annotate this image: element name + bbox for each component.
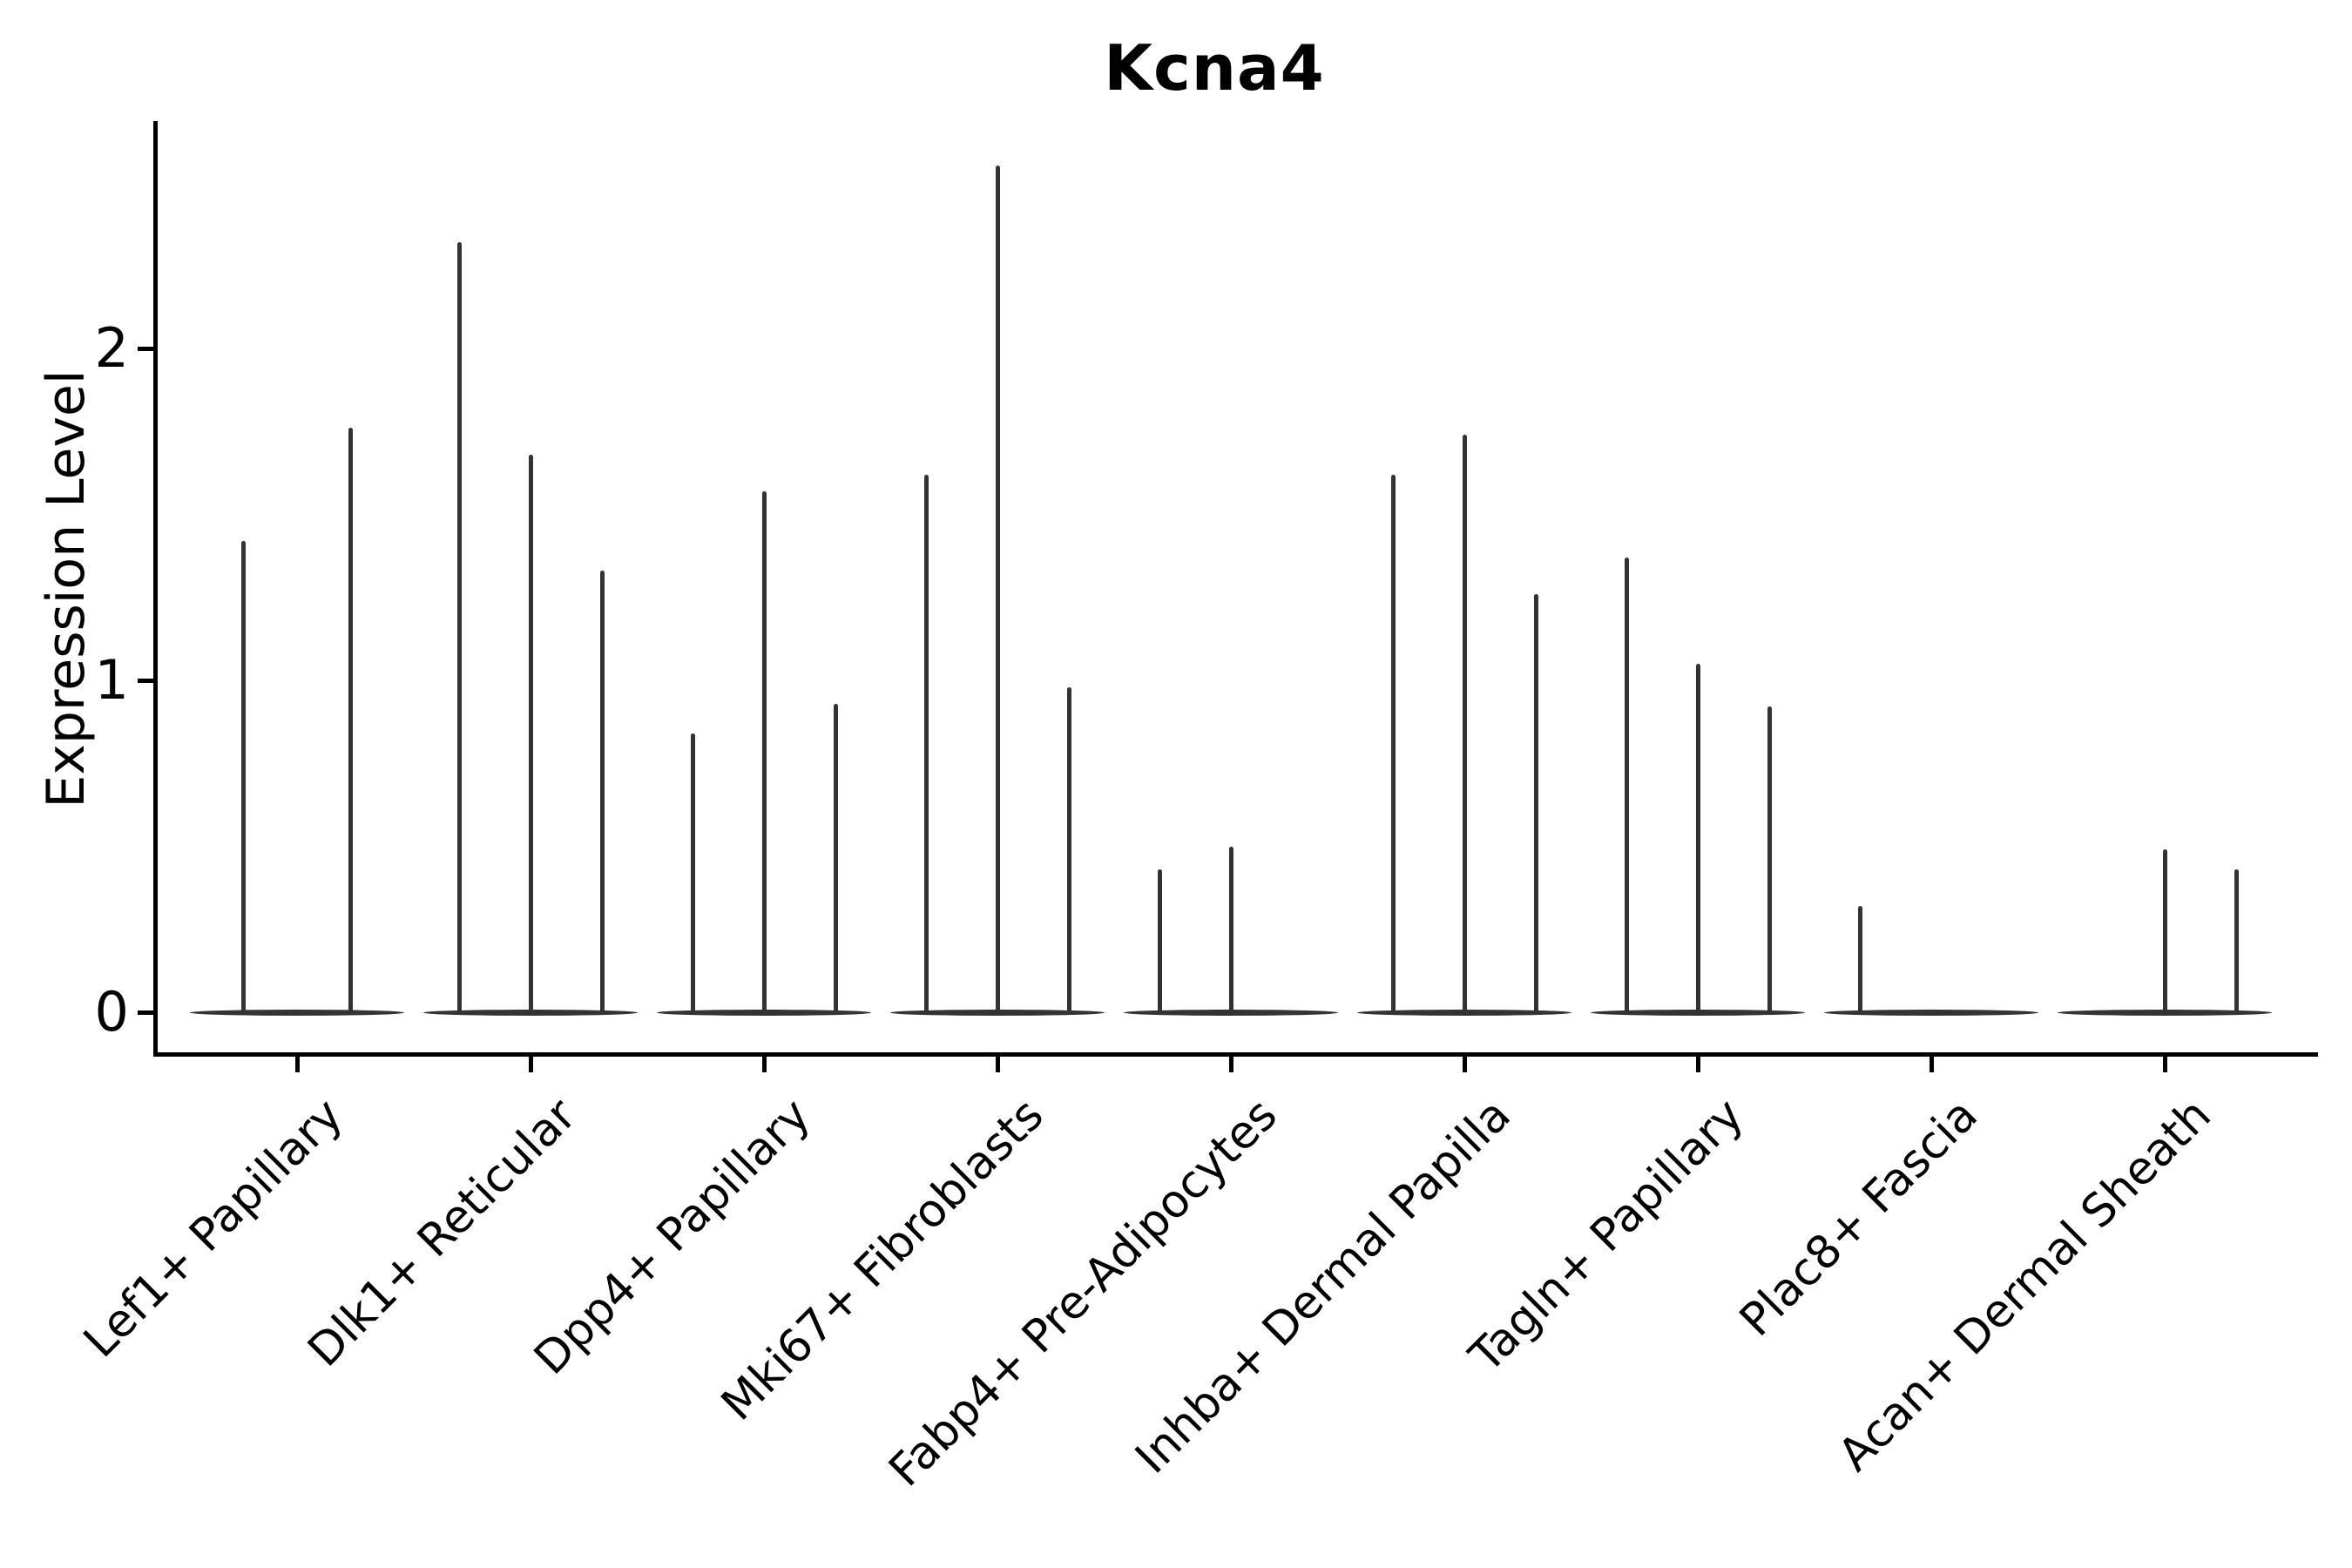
x-tick-mark <box>995 1057 1000 1072</box>
violin-spike <box>1624 558 1629 1014</box>
chart-title: Kcna4 <box>1104 31 1325 105</box>
y-axis-spine <box>153 121 158 1057</box>
x-tick-label: Acan+ Dermal Sheath <box>1828 1089 2221 1482</box>
violin-spike <box>1767 706 1772 1014</box>
y-tick-label: 1 <box>94 648 129 712</box>
y-axis-label: Expression Level <box>36 369 97 808</box>
violin-spike <box>2234 869 2239 1014</box>
x-tick-mark <box>1929 1057 1934 1072</box>
violin-spike <box>1066 686 1071 1014</box>
x-tick-mark <box>1228 1057 1233 1072</box>
x-tick-mark <box>2162 1057 2167 1072</box>
violin-spike <box>690 733 695 1014</box>
violin-spike <box>1228 846 1233 1014</box>
x-tick-label: Fabp4+ Pre-Adipocytes <box>879 1089 1288 1497</box>
violin-spike <box>995 166 1000 1014</box>
violin-spike <box>1462 435 1467 1014</box>
x-axis-spine <box>153 1052 2318 1057</box>
x-tick-mark <box>1695 1057 1700 1072</box>
violin-spike <box>1390 474 1396 1014</box>
violin-baseline <box>190 1009 404 1016</box>
violin-spike <box>833 703 838 1014</box>
y-tick-mark <box>138 1010 153 1015</box>
violin-baseline <box>1824 1009 2038 1016</box>
violin-spike <box>348 428 353 1014</box>
x-tick-label: Inhba+ Dermal Papilla <box>1125 1089 1521 1484</box>
y-tick-mark <box>138 678 153 683</box>
violin-spike <box>1157 869 1162 1014</box>
y-tick-mark <box>138 346 153 351</box>
x-tick-label: Plac8+ Fascia <box>1729 1089 1988 1347</box>
violin-spike <box>761 490 767 1014</box>
x-tick-mark <box>1462 1057 1467 1072</box>
violin-spike <box>1857 906 1862 1014</box>
y-tick-label: 2 <box>94 316 129 380</box>
x-tick-mark <box>761 1057 767 1072</box>
violin-spike <box>1533 593 1538 1014</box>
violin-spike <box>1695 663 1700 1014</box>
violin-spike <box>241 540 246 1014</box>
y-tick-label: 0 <box>94 980 129 1044</box>
x-tick-mark <box>294 1057 300 1072</box>
violin-spike <box>2162 849 2167 1014</box>
violin-spike <box>456 242 462 1014</box>
violin-spike <box>923 474 929 1014</box>
violin-spike <box>599 571 605 1014</box>
x-tick-mark <box>528 1057 533 1072</box>
violin-spike <box>528 454 533 1014</box>
